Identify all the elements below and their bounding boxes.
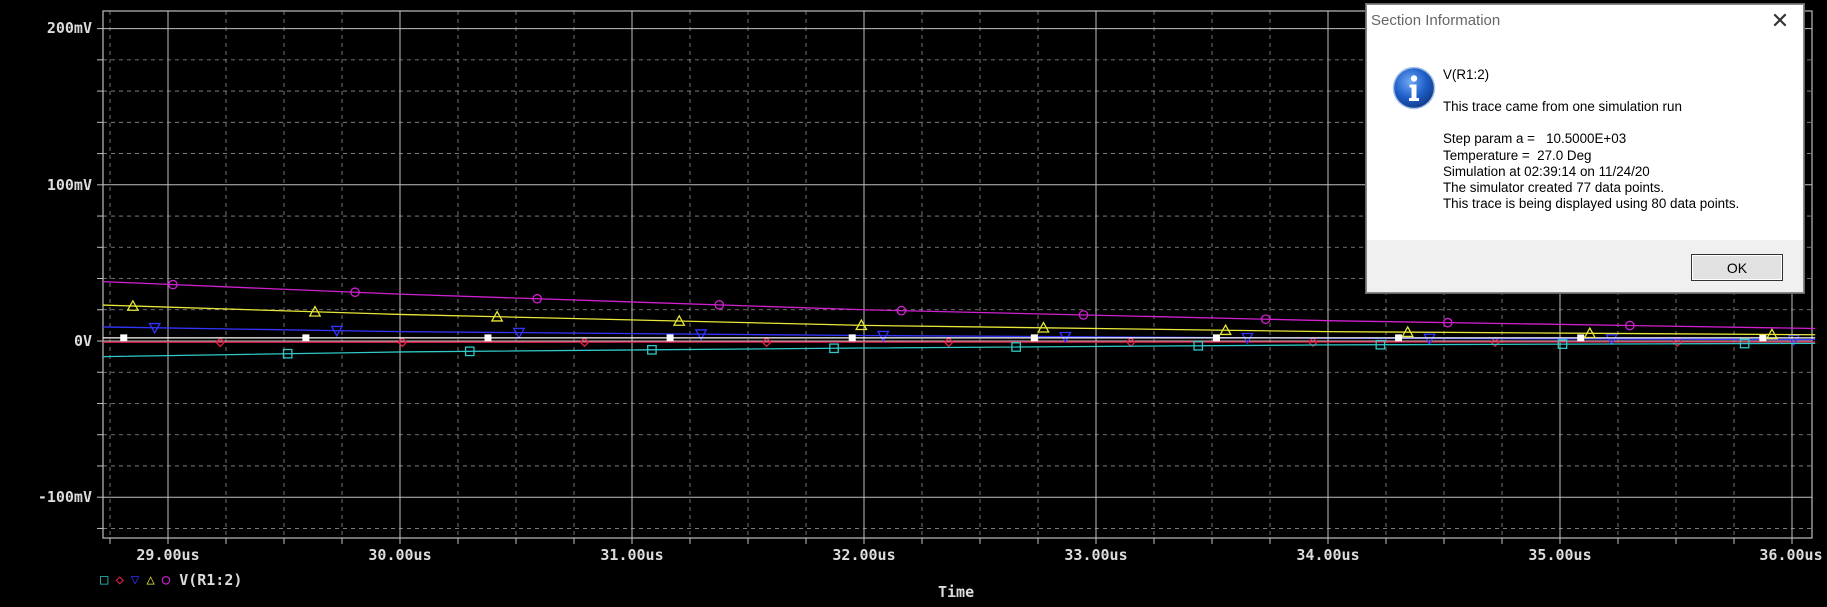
filled-square-marker <box>666 334 674 342</box>
data-points-displayed-text: This trace is being displayed using 80 d… <box>1443 196 1740 212</box>
diamond-marker <box>215 337 226 348</box>
circle-marker <box>168 279 178 290</box>
triangle-marker <box>1401 325 1414 337</box>
trace-source-text: This trace came from one simulation run <box>1443 99 1682 115</box>
square-marker <box>1739 338 1750 349</box>
data-points-created-text: The simulator created 77 data points. <box>1443 180 1665 196</box>
x-axis-title: Time <box>938 583 975 601</box>
filled-square-marker <box>1212 334 1220 342</box>
plot-frame <box>102 10 1813 539</box>
circle-marker <box>350 287 360 298</box>
circle-marker <box>1260 314 1271 325</box>
legend-triangle-down-marker[interactable]: ▽ <box>130 572 140 588</box>
triangle-down-marker <box>148 322 162 335</box>
square-marker <box>1557 339 1568 350</box>
square-marker <box>647 344 657 355</box>
filled-square-marker <box>120 334 128 342</box>
y-tick-label: 100mV <box>46 176 92 194</box>
filled-square-marker <box>484 334 492 342</box>
x-tick-label: 35.00us <box>1528 546 1592 564</box>
legend-square-marker[interactable]: □ <box>100 572 109 588</box>
legend-trace-label[interactable]: V(R1:2) <box>179 571 243 589</box>
square-marker <box>1011 342 1021 352</box>
triangle-marker <box>126 299 140 311</box>
info-icon <box>1392 66 1436 110</box>
message-text: V(R1:2) This trace came from one simulat… <box>1443 67 1739 212</box>
step-param-text: Step param a = 10.5000E+03 <box>1443 131 1627 147</box>
circle-marker <box>1078 310 1089 320</box>
ok-button[interactable]: OK <box>1691 254 1783 281</box>
triangle-down-marker <box>1787 334 1801 347</box>
triangle-down-marker <box>330 325 344 338</box>
trace-line <box>103 342 1816 358</box>
filled-square-marker <box>1759 334 1767 342</box>
triangle-marker <box>855 318 868 331</box>
dialog-title: Section Information <box>1371 12 1501 29</box>
x-tick-label: 29.00us <box>136 546 200 564</box>
x-tick-label: 34.00us <box>1296 546 1360 564</box>
triangle-down-marker <box>1605 334 1618 346</box>
circle-marker <box>896 305 907 316</box>
x-tick-label: 30.00us <box>368 546 432 564</box>
triangle-marker <box>308 305 322 317</box>
dialog-footer: OK <box>1367 240 1803 292</box>
triangle-down-marker <box>1059 331 1072 344</box>
legend-triangle-marker[interactable]: △ <box>146 572 155 588</box>
square-marker <box>1193 340 1204 351</box>
triangle-down-marker <box>876 330 890 343</box>
x-tick-label: 33.00us <box>1064 546 1128 564</box>
legend-diamond-marker[interactable]: ◇ <box>115 572 124 588</box>
filled-square-marker <box>1030 334 1038 342</box>
y-tick-label: 200mV <box>46 19 92 37</box>
x-tick-label: 32.00us <box>832 546 896 564</box>
traces <box>103 279 1816 359</box>
square-marker <box>464 346 475 357</box>
diamond-marker <box>761 337 772 348</box>
filled-square-marker <box>1577 334 1585 342</box>
triangle-down-marker <box>1423 333 1436 346</box>
triangle-marker <box>1765 327 1779 340</box>
diamond-marker <box>397 337 408 348</box>
square-marker <box>282 348 293 359</box>
section-information-dialog: Section Information ✕ V(R1:2) This trace… <box>1366 4 1804 293</box>
simulation-time-text: Simulation at 02:39:14 on 11/24/20 <box>1443 163 1650 179</box>
diamond-marker <box>1307 336 1319 348</box>
triangle-down-marker <box>694 329 708 341</box>
triangle-marker <box>672 314 686 326</box>
triangle-marker <box>1037 321 1050 333</box>
trace-name: V(R1:2) <box>1443 67 1490 82</box>
x-tick-label: 36.00us <box>1759 546 1823 564</box>
diamond-marker <box>943 336 954 348</box>
y-tick-label: 0V <box>73 332 92 350</box>
diamond-marker <box>579 337 590 348</box>
triangle-marker <box>490 310 504 322</box>
diamond-marker <box>1672 336 1683 348</box>
circle-marker <box>532 293 543 304</box>
circle-marker <box>714 300 725 310</box>
legend[interactable]: □ ◇ ▽ △ ○ V(R1:2) <box>100 570 242 590</box>
y-tick-label: -100mV <box>37 488 92 506</box>
filled-square-marker <box>848 334 856 342</box>
x-tick-label: 31.00us <box>600 546 664 564</box>
filled-square-marker <box>302 334 310 342</box>
triangle-marker <box>1219 323 1232 336</box>
filled-square-marker <box>1395 334 1403 342</box>
square-marker <box>829 343 839 354</box>
close-icon[interactable]: ✕ <box>1770 8 1790 33</box>
triangle-down-marker <box>512 327 526 340</box>
circle-marker <box>1625 320 1635 331</box>
trace-line <box>103 326 1816 341</box>
circle-marker <box>1442 317 1453 328</box>
legend-circle-marker[interactable]: ○ <box>161 572 171 588</box>
temperature-text: Temperature = 27.0 Deg <box>1443 147 1592 163</box>
trace-line <box>103 280 1816 330</box>
square-marker <box>1375 339 1386 350</box>
diamond-marker <box>1489 336 1501 348</box>
triangle-marker <box>1583 326 1597 339</box>
